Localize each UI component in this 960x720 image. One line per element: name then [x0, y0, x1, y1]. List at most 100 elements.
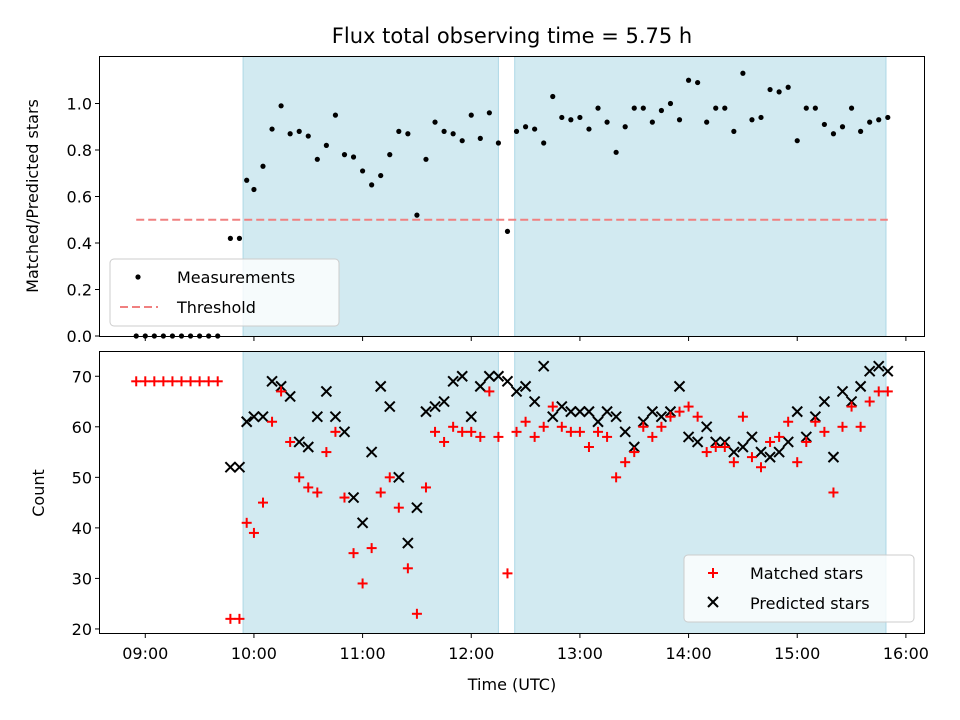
- matched-star-point: [420, 482, 431, 493]
- predicted-star-point: [700, 421, 713, 433]
- measurement-point: [749, 117, 755, 123]
- predicted-star-point: [800, 431, 812, 443]
- matched-star-point: [330, 426, 341, 437]
- measurement-point: [260, 163, 266, 169]
- matched-star-point: [638, 421, 649, 432]
- measurement-point: [278, 103, 284, 109]
- measurement-point: [685, 77, 692, 83]
- x-tick-label: 10:00: [231, 644, 277, 663]
- measurement-point: [803, 105, 809, 111]
- predicted-star-point: [755, 446, 767, 458]
- measurement-point: [568, 117, 574, 123]
- count-panel-points: [131, 360, 894, 624]
- matched-star-point: [674, 406, 685, 417]
- matched-star-point: [683, 401, 694, 412]
- matched-star-point: [737, 411, 748, 422]
- measurement-point: [359, 168, 366, 174]
- measurement-point: [595, 105, 601, 111]
- measurement-point: [586, 126, 592, 132]
- cross-stroke: [800, 431, 812, 443]
- matched-star-point: [393, 502, 404, 513]
- matched-star-point: [430, 426, 441, 437]
- measurement-point: [794, 138, 800, 144]
- cross-stroke: [402, 537, 414, 549]
- cross-stroke: [320, 385, 333, 398]
- predicted-star-point: [257, 410, 269, 423]
- measurement-point: [830, 131, 837, 137]
- measurement-point: [740, 70, 746, 76]
- cross-stroke: [438, 395, 450, 408]
- matched-star-point: [620, 457, 631, 468]
- measurement-point: [858, 128, 864, 134]
- shaded-interval-2: [514, 57, 886, 336]
- cross-stroke: [637, 416, 650, 428]
- predicted-star-point: [519, 380, 532, 393]
- measurement-point: [522, 124, 529, 130]
- predicted-star-point: [248, 410, 260, 423]
- predicted-star-point: [465, 410, 477, 423]
- matched-star-point: [520, 416, 531, 427]
- cross-stroke: [610, 410, 622, 423]
- matched-star-point: [312, 487, 323, 498]
- cross-stroke: [818, 395, 831, 408]
- measurement-point: [622, 124, 628, 130]
- predicted-star-point: [719, 436, 731, 448]
- matched-star-point: [149, 376, 160, 387]
- measurement-point: [405, 131, 411, 137]
- cross-stroke: [655, 410, 668, 423]
- matched-star-point: [276, 386, 287, 397]
- predicted-star-point: [483, 370, 496, 382]
- cross-stroke: [707, 596, 719, 608]
- measurement-point: [613, 149, 619, 155]
- shaded-interval-1: [243, 352, 499, 633]
- matched-star-point: [837, 421, 848, 432]
- predicted-star-point: [275, 380, 287, 393]
- matched-star-point: [131, 376, 142, 387]
- matched-star-point: [140, 376, 151, 387]
- predicted-star-point: [365, 446, 378, 458]
- matched-star-point: [303, 482, 314, 493]
- measurement-point: [704, 119, 710, 125]
- measurement-point: [396, 128, 402, 134]
- y-tick-label: 0.0: [67, 327, 92, 346]
- matched-star-point: [466, 426, 477, 437]
- matched-star-point: [783, 416, 794, 427]
- count-panel-y-ticks: 20 30 40 50 60 70: [72, 367, 100, 639]
- measurement-point: [731, 128, 737, 134]
- matched-star-point: [402, 563, 413, 574]
- matched-star-point: [176, 376, 187, 387]
- matched-star-point: [267, 416, 278, 427]
- cross-stroke: [728, 446, 740, 458]
- measurement-point: [305, 133, 311, 139]
- measurement-point: [350, 154, 357, 160]
- measurement-point: [649, 119, 655, 125]
- measurement-point: [227, 235, 233, 241]
- legend-box: [109, 258, 340, 327]
- predicted-star-point: [438, 395, 450, 408]
- cross-stroke: [673, 380, 686, 393]
- predicted-star-point: [782, 436, 794, 448]
- matched-star-point: [574, 426, 585, 437]
- predicted-star-point: [818, 395, 831, 408]
- count-panel-frame: [99, 351, 925, 634]
- measurement-point: [722, 105, 728, 111]
- ratio-panel-shaded-intervals: [242, 57, 887, 336]
- measurement-point: [532, 126, 538, 132]
- cross-stroke: [248, 410, 260, 423]
- measurement-point: [785, 84, 791, 90]
- predicted-star-point: [224, 461, 237, 473]
- legend-threshold-label: Threshold: [176, 298, 256, 317]
- matched-star-point: [873, 386, 884, 397]
- cross-stroke: [710, 436, 722, 448]
- predicted-star-point: [746, 431, 758, 443]
- cross-stroke: [224, 461, 237, 473]
- cross-stroke: [365, 446, 378, 458]
- measurement-point: [758, 114, 764, 121]
- predicted-star-point: [882, 365, 894, 377]
- matched-star-point: [475, 431, 486, 442]
- measurement-point: [296, 128, 302, 134]
- legend-predicted-marker: [707, 596, 719, 608]
- matched-star-point: [375, 487, 386, 498]
- measurement-point: [839, 124, 846, 130]
- predicted-star-point: [311, 410, 324, 423]
